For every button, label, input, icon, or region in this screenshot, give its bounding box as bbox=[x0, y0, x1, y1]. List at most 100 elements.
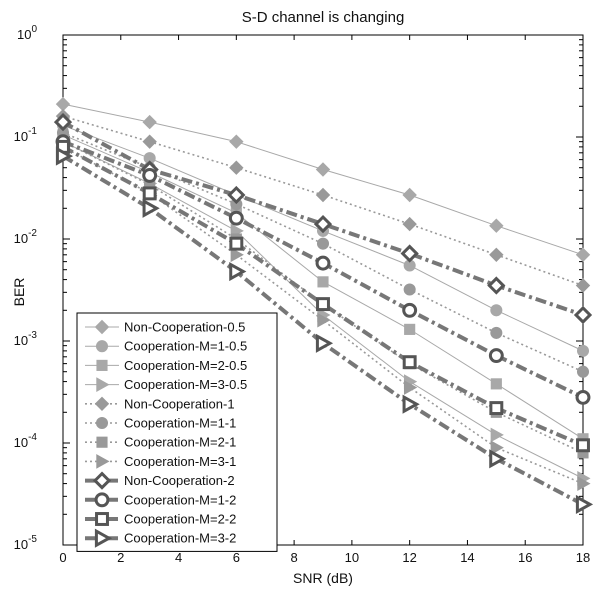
data-point-diamond bbox=[94, 319, 110, 335]
data-point-circle bbox=[95, 416, 109, 430]
data-point-triangle-right bbox=[403, 380, 418, 395]
data-point-circle bbox=[490, 304, 503, 317]
legend-label: Non-Cooperation-2 bbox=[124, 473, 235, 488]
data-point-circle bbox=[95, 340, 109, 353]
x-tick-label: 12 bbox=[402, 550, 416, 565]
legend-entry: Cooperation-M=3-1 bbox=[85, 454, 236, 469]
legend-entry: Cooperation-M=3-2 bbox=[85, 528, 236, 548]
legend-entry: Cooperation-M=1-1 bbox=[85, 416, 236, 431]
data-point-triangle-right bbox=[315, 333, 334, 353]
legend-label: Non-Cooperation-0.5 bbox=[124, 320, 245, 335]
y-tick-label: 10-2 bbox=[14, 228, 38, 246]
x-axis-label: SNR (dB) bbox=[293, 570, 353, 586]
legend-label: Cooperation-M=2-0.5 bbox=[124, 358, 247, 373]
data-point-circle bbox=[576, 344, 590, 357]
data-point-square bbox=[142, 186, 157, 201]
data-point-square bbox=[317, 276, 329, 288]
legend-label: Cooperation-M=1-2 bbox=[124, 492, 236, 507]
y-tick-label: 10-1 bbox=[14, 126, 38, 144]
legend-label: Cooperation-M=3-1 bbox=[124, 454, 236, 469]
legend-label: Cooperation-M=3-0.5 bbox=[124, 377, 247, 392]
x-tick-label: 10 bbox=[345, 550, 359, 565]
legend-label: Cooperation-M=1-0.5 bbox=[124, 339, 247, 354]
data-point-diamond bbox=[400, 244, 419, 263]
data-point-triangle-right bbox=[94, 528, 113, 548]
x-tick-label: 18 bbox=[576, 550, 590, 565]
legend-entry: Non-Cooperation-2 bbox=[85, 471, 235, 490]
legend-label: Cooperation-M=2-1 bbox=[124, 435, 236, 450]
data-point-diamond bbox=[142, 134, 157, 149]
data-point-triangle-right bbox=[230, 247, 244, 263]
legend-entry: Cooperation-M=3-0.5 bbox=[85, 377, 247, 392]
x-tick-label: 16 bbox=[518, 550, 532, 565]
legend-entry: Non-Cooperation-0.5 bbox=[85, 320, 245, 335]
x-tick-label: 8 bbox=[290, 550, 297, 565]
data-point-circle bbox=[576, 365, 590, 378]
legend-label: Cooperation-M=3-2 bbox=[124, 531, 236, 546]
legend-entry: Non-Cooperation-1 bbox=[85, 396, 235, 411]
y-tick-label: 10-4 bbox=[14, 432, 38, 450]
data-point-diamond bbox=[94, 396, 110, 412]
data-point-triangle-right bbox=[402, 394, 420, 414]
data-point-diamond bbox=[575, 278, 591, 293]
data-point-diamond bbox=[575, 247, 591, 263]
legend-entry: Cooperation-M=2-0.5 bbox=[85, 358, 247, 373]
data-point-circle bbox=[488, 348, 504, 364]
x-tick-label: 0 bbox=[59, 550, 66, 565]
legend-entry: Cooperation-M=1-2 bbox=[85, 492, 236, 507]
series-Non-Cooperation-2 bbox=[53, 112, 593, 325]
data-point-square bbox=[229, 236, 244, 251]
data-point-triangle-right bbox=[96, 377, 110, 392]
data-point-triangle-right bbox=[229, 261, 247, 282]
data-point-triangle-right bbox=[490, 427, 504, 443]
data-point-circle bbox=[228, 210, 244, 226]
data-point-diamond bbox=[402, 187, 417, 203]
data-point-diamond bbox=[573, 305, 593, 325]
data-point-circle bbox=[403, 283, 416, 296]
data-point-triangle-right bbox=[575, 494, 594, 514]
data-point-diamond bbox=[229, 134, 244, 149]
data-point-diamond bbox=[315, 187, 331, 203]
data-point-diamond bbox=[489, 218, 504, 233]
data-point-diamond bbox=[487, 276, 506, 295]
data-point-square bbox=[96, 436, 108, 448]
legend-box bbox=[76, 312, 278, 552]
data-point-diamond bbox=[489, 247, 504, 263]
x-tick-label: 2 bbox=[117, 550, 124, 565]
data-point-diamond bbox=[402, 216, 417, 232]
legend-entry: Cooperation-M=1-0.5 bbox=[85, 339, 247, 354]
data-point-square bbox=[402, 355, 417, 370]
data-point-diamond bbox=[315, 162, 331, 177]
data-point-square bbox=[576, 438, 590, 453]
legend-label: Non-Cooperation-1 bbox=[124, 396, 235, 411]
data-point-square bbox=[489, 401, 504, 416]
x-tick-label: 14 bbox=[460, 550, 474, 565]
y-tick-label: 10-5 bbox=[14, 534, 38, 552]
data-point-circle bbox=[142, 167, 158, 183]
legend: Non-Cooperation-0.5 Cooperation-M=1-0.5 Co… bbox=[76, 312, 278, 552]
legend-entry: Cooperation-M=2-2 bbox=[85, 512, 236, 527]
data-point-circle bbox=[575, 389, 591, 405]
data-point-diamond bbox=[142, 114, 157, 130]
data-point-square bbox=[490, 378, 502, 390]
series-Non-Cooperation-1 bbox=[55, 108, 591, 293]
data-point-diamond bbox=[55, 96, 71, 112]
y-tick-label: 100 bbox=[17, 24, 37, 42]
y-tick-label: 10-3 bbox=[14, 330, 38, 348]
legend-entry: Cooperation-M=2-1 bbox=[85, 435, 236, 450]
x-tick-label: 4 bbox=[175, 550, 182, 565]
series-Cooperation-M=1-2 bbox=[55, 134, 591, 405]
data-point-triangle-right bbox=[55, 146, 74, 166]
data-point-diamond bbox=[227, 185, 246, 205]
series-Cooperation-M=2-2 bbox=[56, 139, 590, 453]
legend-label: Cooperation-M=1-1 bbox=[124, 416, 236, 431]
series-Cooperation-M=3-2 bbox=[55, 146, 594, 514]
data-point-triangle-right bbox=[490, 440, 504, 456]
data-point-triangle-right bbox=[317, 312, 331, 328]
data-point-square bbox=[404, 323, 416, 335]
legend-label: Cooperation-M=2-2 bbox=[124, 512, 236, 527]
data-point-square bbox=[96, 359, 108, 371]
data-point-triangle-right bbox=[577, 476, 591, 491]
data-point-diamond bbox=[53, 112, 73, 132]
